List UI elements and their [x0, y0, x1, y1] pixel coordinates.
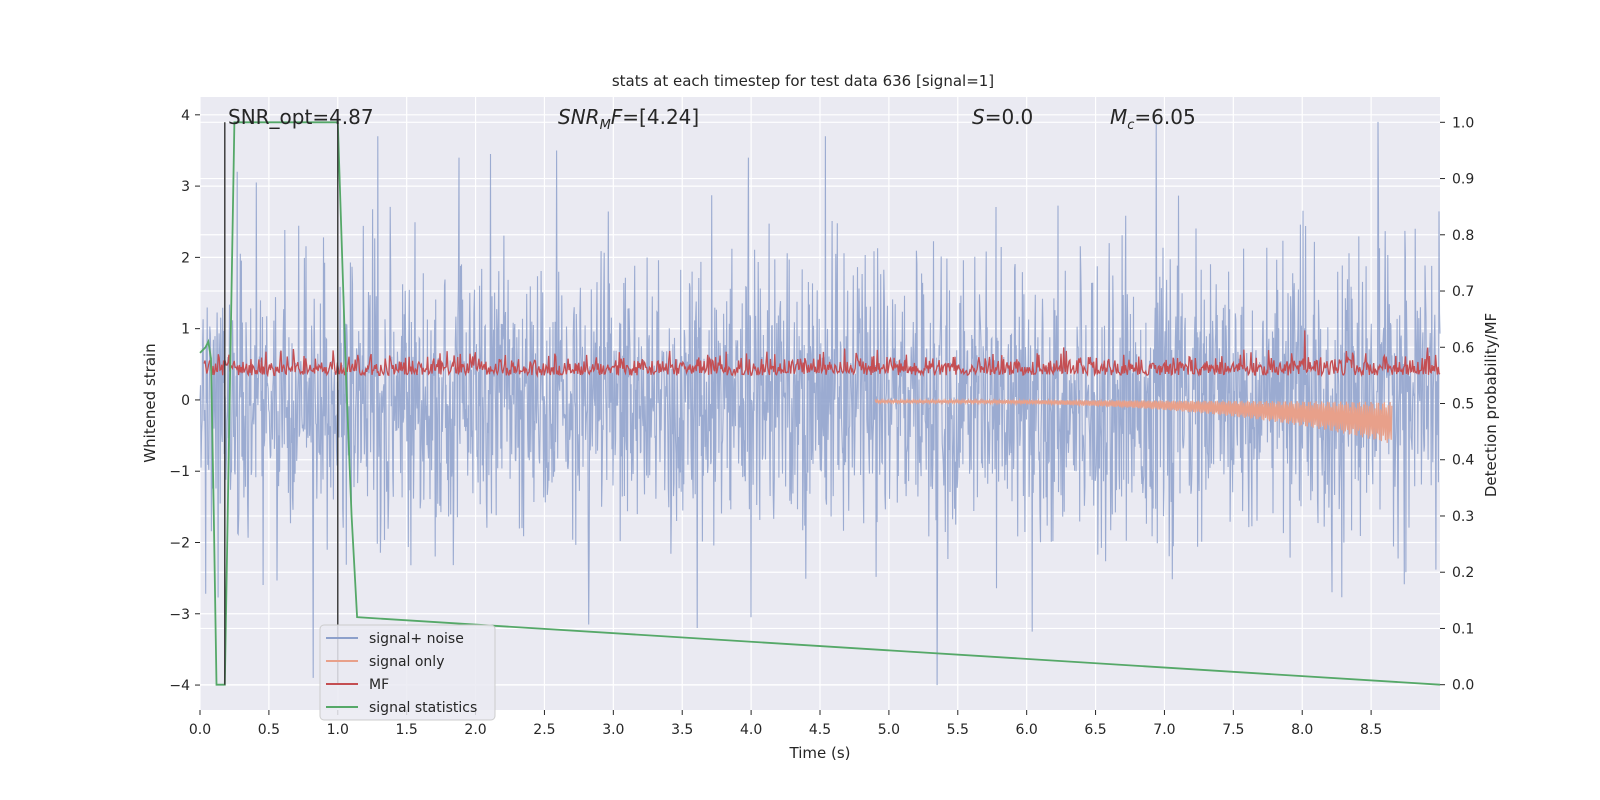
legend-box — [319, 624, 496, 721]
x-tick-label: 2.5 — [533, 722, 555, 738]
y2-tick-label: 0.6 — [1452, 340, 1474, 356]
y2-tick-label: 0.3 — [1452, 509, 1474, 525]
series-signal-only-line — [874, 397, 1393, 443]
y2-tick-label: 0.9 — [1452, 172, 1474, 188]
chart-title: stats at each timestep for test data 636… — [612, 72, 994, 90]
legend-label-signal-only: signal only — [369, 654, 444, 670]
x-tick-label: 4.5 — [809, 722, 831, 738]
x-tick-label: 8.5 — [1360, 722, 1382, 738]
x-tick-label: 5.5 — [947, 722, 969, 738]
legend-label-signal-noise: signal+ noise — [369, 631, 464, 647]
legend-label-signal-statistics: signal statistics — [369, 700, 477, 716]
y2-axis-ticks: 0.0 0.1 0.2 0.3 0.4 0.5 0.6 0.7 0.8 0.9 1.0 — [1440, 115, 1474, 694]
series-mf-line — [203, 330, 1441, 378]
annotation-snr-mf: SNRMF=[4.24] — [558, 105, 699, 133]
x-axis-label: Time (s) — [789, 744, 851, 762]
legend: signal+ noise signal only MF signal stat… — [319, 624, 496, 721]
x-tick-label: 4.0 — [740, 722, 762, 738]
x-tick-label: 0.0 — [189, 722, 211, 738]
x-tick-label: 8.0 — [1291, 722, 1313, 738]
y2-tick-label: 0.5 — [1452, 397, 1474, 413]
y2-tick-label: 0.8 — [1452, 228, 1474, 244]
legend-label-mf: MF — [369, 677, 389, 693]
y2-axis-label: Detection probability/MF — [1482, 313, 1500, 497]
y-axis-label: Whitened strain — [141, 343, 159, 462]
series-signal-statistics-line — [199, 121, 1441, 686]
y-tick-label: 3 — [181, 179, 190, 195]
x-tick-label: 0.5 — [258, 722, 280, 738]
y-tick-label: 4 — [181, 108, 190, 124]
y-tick-label: 2 — [181, 250, 190, 266]
y-axis-ticks: −4 −3 −2 −1 0 1 2 3 4 — [169, 108, 200, 694]
y2-tick-label: 0.2 — [1452, 565, 1474, 581]
y-tick-label: −2 — [169, 535, 190, 551]
annotation-s: S=0.0 — [972, 105, 1033, 129]
y2-tick-label: 0.0 — [1452, 678, 1474, 694]
x-tick-label: 2.0 — [464, 722, 486, 738]
x-tick-label: 3.5 — [671, 722, 693, 738]
annotation-mc: Mc=6.05 — [1110, 105, 1196, 133]
x-tick-label: 7.5 — [1222, 722, 1244, 738]
annotation-snr-opt: SNR_opt=4.87 — [228, 105, 374, 129]
y-tick-label: 0 — [181, 393, 190, 409]
marker-lines — [224, 122, 339, 685]
y2-tick-label: 0.4 — [1452, 453, 1474, 469]
y-tick-label: −1 — [169, 464, 190, 480]
y2-tick-label: 1.0 — [1452, 115, 1474, 131]
series-signal-noise-line — [199, 121, 1441, 686]
x-tick-label: 7.0 — [1153, 722, 1175, 738]
x-tick-label: 6.0 — [1016, 722, 1038, 738]
x-tick-label: 3.0 — [602, 722, 624, 738]
x-tick-label: 1.5 — [396, 722, 418, 738]
x-tick-label: 5.0 — [878, 722, 900, 738]
x-tick-label: 6.5 — [1084, 722, 1106, 738]
y-tick-label: −3 — [169, 607, 190, 623]
y2-tick-label: 0.1 — [1452, 621, 1474, 637]
y-tick-label: 1 — [181, 322, 190, 338]
x-axis-ticks: 0.0 0.5 1.0 1.5 2.0 2.5 3.0 3.5 4.0 4.5 5.0 5.5 6.0 6… — [189, 710, 1382, 738]
y2-tick-label: 0.7 — [1452, 284, 1474, 300]
series-layer — [199, 121, 1441, 686]
y-tick-label: −4 — [169, 678, 190, 694]
x-tick-label: 1.0 — [327, 722, 349, 738]
